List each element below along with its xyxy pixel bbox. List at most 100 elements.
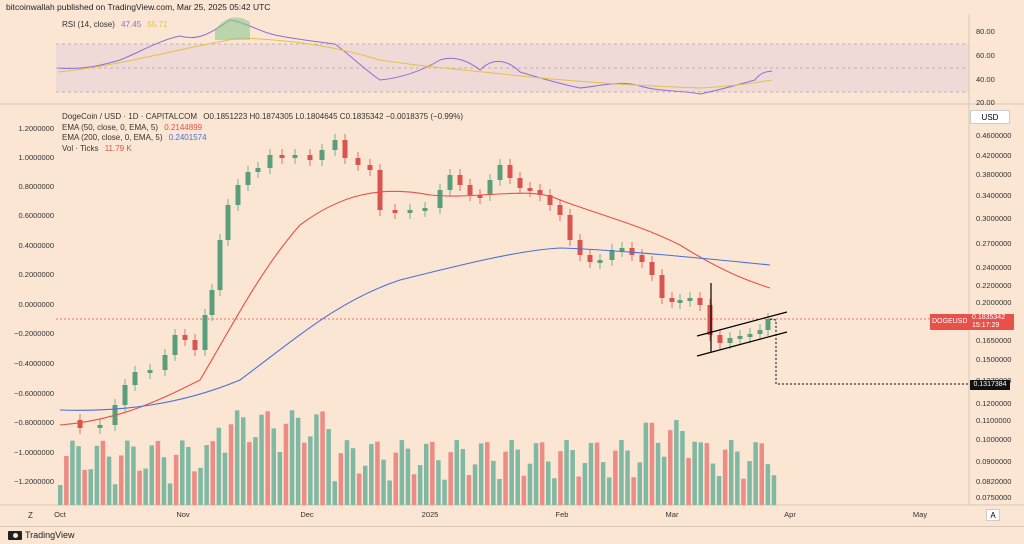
time-axis-tick-label: 2025 <box>421 510 439 519</box>
footer-bar: TradingView <box>0 526 1024 544</box>
left-axis-tick-label: 1.0000000 <box>18 153 54 162</box>
volume-bar <box>344 440 350 505</box>
volume-bar <box>607 477 612 505</box>
candle-body <box>687 298 693 301</box>
volume-bar <box>216 427 222 505</box>
tradingview-logo-icon <box>8 530 22 540</box>
volume-bar <box>765 464 771 505</box>
candle-body <box>609 250 615 260</box>
candle-body <box>567 215 573 240</box>
volume-bar <box>234 410 240 505</box>
candle-body <box>727 338 733 343</box>
zoom-button[interactable]: Z <box>28 511 33 520</box>
volume-bar <box>582 463 588 505</box>
ema50-line <box>59 190 771 426</box>
volume-bar <box>515 449 520 505</box>
volume-bar <box>430 441 435 505</box>
volume-bar <box>472 464 478 505</box>
candle-body <box>162 355 168 370</box>
volume-bar <box>76 446 81 505</box>
volume-bar <box>332 481 337 505</box>
ema50-label[interactable]: EMA (50, close, 0, EMA, 5) <box>62 122 159 132</box>
price-axis-tick-label: 0.1500000 <box>976 355 1012 364</box>
volume-bar <box>198 467 203 505</box>
volume-bar <box>131 446 136 505</box>
volume-bar <box>771 475 777 505</box>
volume-bar <box>302 442 307 505</box>
volume-label[interactable]: Vol · Ticks <box>62 143 99 153</box>
left-axis-tick-label: −1.2000000 <box>14 477 54 486</box>
price-axis-tick-label: 0.1000000 <box>976 435 1012 444</box>
volume-bar <box>228 424 234 505</box>
rsi-tick-label: 60.00 <box>976 51 995 60</box>
price-axis-tick-label: 0.3000000 <box>976 214 1012 223</box>
time-axis-tick-label: Apr <box>784 510 796 519</box>
ema200-label[interactable]: EMA (200, close, 0, EMA, 5) <box>62 133 163 142</box>
volume-bar <box>192 471 197 505</box>
volume-bar <box>716 475 722 505</box>
tradingview-logo[interactable]: TradingView <box>8 530 75 540</box>
left-axis-tick-label: 0.8000000 <box>18 182 54 191</box>
volume-bar <box>253 437 258 505</box>
ohlc-values: O0.1851223 H0.1874305 L0.1804645 C0.1835… <box>203 112 464 121</box>
auto-scale-button[interactable]: A <box>986 509 1000 521</box>
price-axis-tick-label: 0.1100000 <box>976 416 1011 425</box>
candle-body <box>279 155 285 158</box>
candle-body <box>457 175 463 185</box>
candle-body <box>97 425 103 428</box>
volume-bar <box>442 479 447 505</box>
main-legend: DogeCoin / USD · 1D · CAPITALCOM O0.1851… <box>62 112 463 154</box>
ema50-value: 0.2144899 <box>164 122 203 132</box>
candle-body <box>765 319 771 330</box>
price-axis-tick-label: 0.3400000 <box>976 191 1012 200</box>
volume-bar <box>88 469 93 505</box>
left-axis-tick-label: 0.2000000 <box>18 270 54 279</box>
volume-bar <box>521 475 527 505</box>
channel-upper-line <box>696 311 788 337</box>
candle-body <box>619 248 625 251</box>
volume-bar <box>594 442 600 505</box>
volume-bar <box>698 442 703 505</box>
volume-bar <box>759 443 764 505</box>
price-tag-price: 0.1835342 <box>972 314 1006 321</box>
currency-selector[interactable]: USD <box>970 110 1010 124</box>
candle-body <box>447 175 453 190</box>
volume-bar <box>356 473 362 505</box>
volume-bar <box>94 445 100 505</box>
volume-bar <box>613 450 618 505</box>
volume-bar <box>668 430 673 505</box>
candle-body <box>182 335 188 340</box>
volume-bar <box>527 463 533 505</box>
price-axis-tick-label: 0.2200000 <box>976 281 1012 290</box>
price-axis-tick-label: 0.0900000 <box>976 457 1012 466</box>
candle-body <box>597 260 603 263</box>
volume-bar <box>393 452 398 505</box>
rsi-overbought-fill <box>215 17 250 40</box>
candle-body <box>192 340 198 350</box>
volume-bar <box>381 459 386 505</box>
volume-bar <box>417 465 423 505</box>
volume-bar <box>692 441 697 505</box>
left-axis-tick-label: −0.2000000 <box>14 329 54 338</box>
last-price-tag: DOGEUSD 0.1835342 15:17:29 <box>930 314 1014 330</box>
time-axis-tick-label: Dec <box>300 510 314 519</box>
candle-body <box>307 155 313 160</box>
volume-bar <box>631 477 636 505</box>
time-axis-tick-label: Mar <box>665 510 679 519</box>
symbol-title[interactable]: DogeCoin / USD · 1D · CAPITALCOM <box>62 112 197 121</box>
volume-bar <box>259 414 264 505</box>
volume-bar <box>320 411 325 505</box>
candle-body <box>292 155 298 158</box>
time-axis-tick-label: May <box>912 510 928 519</box>
volume-bar <box>369 444 374 505</box>
volume-bar <box>735 451 740 505</box>
price-axis-tick-label: 0.3800000 <box>976 170 1012 179</box>
candle-body <box>639 255 645 262</box>
candle-body <box>235 185 241 205</box>
volume-bar <box>454 440 459 505</box>
rsi-title: RSI (14, close) <box>62 20 115 29</box>
volume-value: 11.79 K <box>104 143 132 153</box>
price-axis-tick-label: 0.1200000 <box>976 399 1012 408</box>
volume-bar <box>405 448 411 505</box>
